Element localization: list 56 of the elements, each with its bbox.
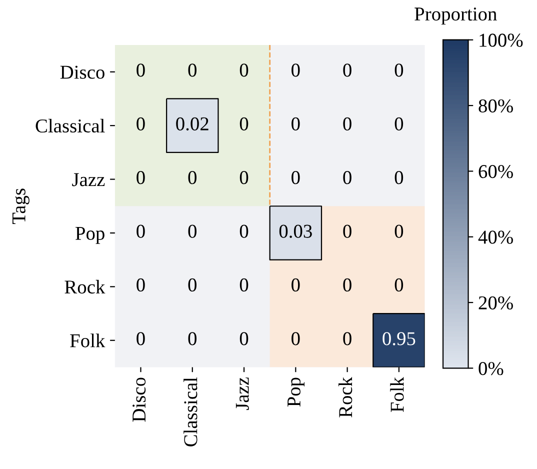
y-tick-label: Rock xyxy=(64,280,106,294)
text: 0 xyxy=(136,117,145,130)
text: 0 xyxy=(292,117,300,130)
text: 0 xyxy=(136,332,145,346)
text: 0 xyxy=(394,117,404,130)
text: 0 xyxy=(136,224,145,238)
text: 0 xyxy=(240,332,248,346)
text: 0 xyxy=(188,224,196,238)
text: 0 xyxy=(343,117,352,130)
text: 0 xyxy=(394,64,404,77)
text: 0 xyxy=(136,171,145,184)
text: 0 xyxy=(292,64,300,77)
y-tick-label: Classical xyxy=(36,118,105,133)
text: 0 xyxy=(136,278,145,292)
color-bar-label: 40% xyxy=(478,230,513,244)
x-tick-label: Rock xyxy=(338,376,352,418)
color-bar-label: 0% xyxy=(478,362,504,376)
y-tick-label: Jazz xyxy=(72,173,105,186)
text: 0 xyxy=(292,278,300,292)
text: 0 xyxy=(292,171,300,184)
text: 0 xyxy=(240,64,248,77)
text: 0 xyxy=(343,224,352,238)
y-tick-label: Folk xyxy=(70,334,106,348)
text: 0 xyxy=(188,64,196,77)
color-bar-title: Proportion xyxy=(414,8,497,25)
color-bar-label: 100% xyxy=(480,34,523,47)
data-label: 0.95 xyxy=(382,332,416,346)
x-tick-label: Jazz xyxy=(236,377,249,410)
text: 0 xyxy=(240,171,248,184)
text: 0 xyxy=(343,332,352,346)
text: 0 xyxy=(343,278,352,292)
text: 0 xyxy=(240,224,248,238)
text: 0 xyxy=(394,171,404,184)
text: 0 xyxy=(188,278,196,292)
text: 0 xyxy=(240,117,248,130)
text: 0 xyxy=(240,278,248,292)
text: 0 xyxy=(188,332,196,346)
text: 0 xyxy=(343,64,352,77)
text: 0 xyxy=(394,278,404,292)
color-bar-label: 80% xyxy=(478,99,513,113)
text: 0 xyxy=(188,171,196,184)
x-tick-label: Disco xyxy=(132,378,146,422)
y-tick-label: Disco xyxy=(60,66,104,79)
text: 0 xyxy=(136,64,145,77)
text: 0 xyxy=(292,332,300,346)
y-axis-title: Tags xyxy=(12,188,30,224)
data-label: 0.02 xyxy=(176,117,208,131)
x-tick-label: Folk xyxy=(390,376,404,412)
x-tick-label: Pop xyxy=(288,378,304,407)
x-tick-label: Classical xyxy=(184,377,198,446)
data-label: 0.03 xyxy=(279,224,312,238)
y-tick-label: Pop xyxy=(75,226,104,244)
text: 0 xyxy=(394,224,404,238)
color-bar-label: 60% xyxy=(478,165,513,178)
color-bar-label: 20% xyxy=(478,296,513,310)
text: 0 xyxy=(343,171,352,184)
